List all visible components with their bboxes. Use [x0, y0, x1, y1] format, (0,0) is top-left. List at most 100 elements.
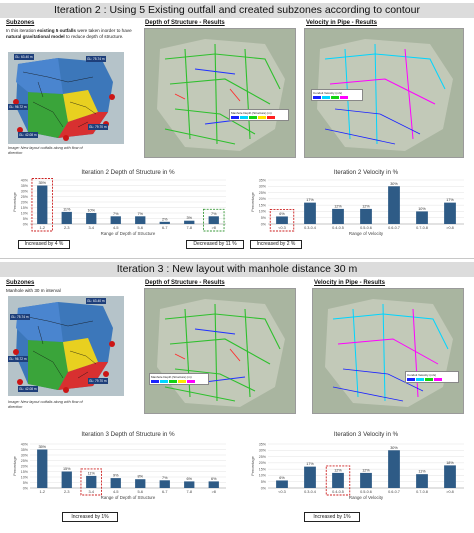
- y-tick-label: 25%: [259, 455, 267, 459]
- x-tick-label: 6-7: [162, 226, 168, 230]
- x-tick-label: 2-3: [64, 490, 70, 494]
- data-label: 6%: [187, 477, 193, 481]
- data-label: 6%: [279, 212, 285, 216]
- y-tick-label: 35%: [21, 448, 29, 452]
- bar: [135, 479, 146, 488]
- legend-swatches: [313, 96, 361, 99]
- outfall-label: GL: 79.70 m: [88, 378, 108, 384]
- data-label: 17%: [306, 198, 314, 202]
- y-tick-label: 30%: [259, 449, 267, 453]
- y-tick-label: 5%: [261, 480, 267, 484]
- it3-velocity-increase-callout: Increased by 1%: [304, 512, 360, 522]
- y-tick-label: 5%: [23, 217, 29, 221]
- data-label: 2%: [162, 217, 168, 221]
- x-axis-label: Range of Depth of Structure: [101, 231, 156, 236]
- data-label: 15%: [63, 467, 71, 471]
- outfall-label: GL: 75.74 m: [10, 314, 30, 320]
- legend-swatch: [151, 380, 159, 383]
- legend-swatch: [340, 96, 348, 99]
- bar: [61, 211, 72, 224]
- y-tick-label: 30%: [21, 189, 29, 193]
- bar: [332, 472, 344, 488]
- y-tick-label: 0%: [23, 222, 29, 226]
- x-tick-label: 3-4: [89, 490, 95, 494]
- x-axis-label: Range of Velocity: [349, 495, 384, 500]
- velocity-legend: Conduit Velocity (m/s): [405, 371, 459, 383]
- y-tick-label: 35%: [259, 178, 267, 182]
- legend-swatch: [178, 380, 186, 383]
- desc-text: were taken inorder to have: [75, 28, 132, 33]
- legend-swatch: [322, 96, 330, 99]
- legend-swatches: [407, 378, 457, 381]
- y-tick-label: 40%: [21, 442, 29, 446]
- y-tick-label: 30%: [259, 185, 267, 189]
- data-label: 17%: [306, 462, 314, 466]
- data-label: 35%: [38, 445, 46, 449]
- depth-legend: Manhole Depth (Structure) (m): [149, 373, 209, 385]
- bar: [276, 480, 288, 488]
- bar: [110, 216, 121, 224]
- legend-swatch: [313, 96, 321, 99]
- x-tick-label: 0.4-0.5: [332, 490, 344, 494]
- y-tick-label: 5%: [23, 481, 29, 485]
- y-tick-label: 25%: [21, 195, 29, 199]
- y-tick-label: 10%: [21, 211, 29, 215]
- outfall-label: GL: 63.40 m: [86, 298, 106, 304]
- bar: [86, 213, 97, 224]
- x-tick-label: >8: [212, 490, 216, 494]
- x-tick-label: 3-4: [89, 226, 95, 230]
- data-label: 12%: [334, 204, 342, 208]
- legend-swatch: [425, 378, 433, 381]
- y-axis-label: Percentage: [13, 192, 17, 211]
- y-tick-label: 35%: [21, 184, 29, 188]
- x-tick-label: 0.5-0.6: [360, 490, 372, 494]
- legend-title: Manhole Depth (Structure) (m): [151, 375, 192, 379]
- legend-swatch: [331, 96, 339, 99]
- y-tick-label: 30%: [21, 453, 29, 457]
- y-axis-label: Percentage: [251, 456, 255, 475]
- bar: [37, 185, 48, 224]
- legend-swatches: [231, 116, 287, 119]
- it2-depth-results-map: Manhole Depth (Structure) (m): [144, 28, 296, 158]
- desc-text: to reduce depth of structure.: [64, 34, 124, 39]
- data-label: 10%: [87, 209, 95, 213]
- legend-swatch: [434, 378, 442, 381]
- x-tick-label: 0.4-0.5: [332, 226, 344, 230]
- bar: [208, 481, 219, 488]
- data-label: 17%: [446, 198, 454, 202]
- x-tick-label: 0.5-0.6: [360, 226, 372, 230]
- data-label: 7%: [138, 212, 144, 216]
- it3-velocity-chart: Iteration 3 Velocity in % 0% 5% 10% 15% 20% 25…: [238, 428, 474, 509]
- bar: [416, 474, 428, 488]
- data-label: 11%: [88, 471, 96, 475]
- outfall-label: GL: 42.08 m: [18, 386, 38, 392]
- highlight-box: [80, 468, 102, 496]
- bar: [159, 480, 170, 488]
- legend-swatch: [169, 380, 177, 383]
- data-label: 7%: [211, 212, 217, 216]
- x-tick-label: 5-6: [138, 490, 144, 494]
- iteration-3-banner: Iteration 3 : New layout with manhole di…: [0, 262, 474, 277]
- bar: [332, 208, 344, 224]
- it3-depth-title: Depth of Structure - Results: [145, 280, 225, 286]
- highlight-box: [325, 465, 351, 496]
- bar: [184, 220, 195, 224]
- legend-title: Conduit Velocity (m/s): [313, 91, 343, 95]
- y-tick-label: 25%: [259, 191, 267, 195]
- highlight-box: [31, 178, 53, 232]
- it2-velocity-chart: Iteration 2 Velocity in % 0% 5% 10% 15% 20% 25…: [238, 166, 474, 245]
- y-tick-label: 20%: [259, 461, 267, 465]
- bar: [184, 481, 195, 488]
- it2-depth-decrease-callout: Decreased by 11 %: [186, 240, 244, 249]
- legend-title: Conduit Velocity (m/s): [407, 373, 437, 377]
- data-label: 12%: [362, 468, 370, 472]
- legend-title: Manhole Depth (Structure) (m): [231, 111, 272, 115]
- data-label: 12%: [362, 204, 370, 208]
- depth-legend: Manhole Depth (Structure) (m): [229, 109, 289, 121]
- x-tick-label: >0.8: [446, 490, 454, 494]
- outfall-label: GL: 96.72 m: [8, 356, 28, 362]
- bar: [444, 465, 456, 488]
- velocity-legend: Conduit Velocity (m/s): [311, 89, 363, 101]
- legend-swatches: [151, 380, 207, 383]
- x-tick-label: 7-8: [187, 226, 193, 230]
